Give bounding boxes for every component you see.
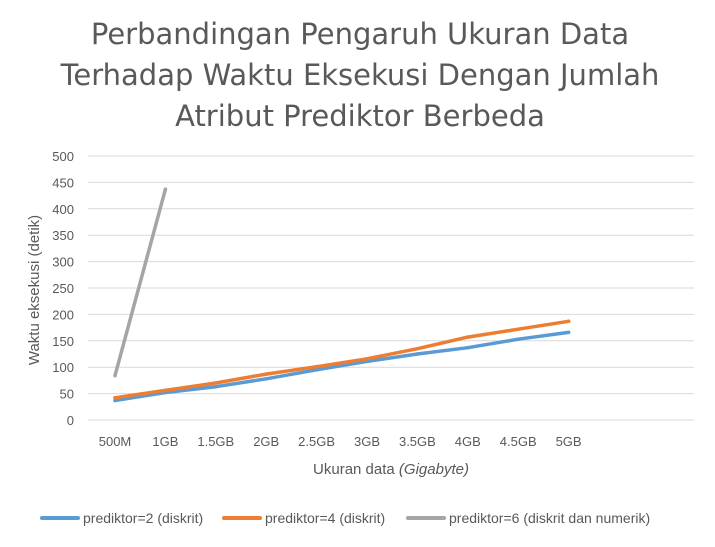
y-tick-label: 150 [52, 334, 74, 349]
x-tick-label: 2GB [253, 434, 279, 449]
y-tick-label: 350 [52, 228, 74, 243]
y-tick-label: 200 [52, 307, 74, 322]
data-point-series-2 [415, 346, 420, 351]
x-axis-title-italic: (Gigabyte) [399, 461, 469, 478]
data-point-series-2 [314, 364, 319, 369]
y-tick-label: 50 [60, 387, 74, 402]
chart-title-line-1: Perbandingan Pengaruh Ukuran Data [90, 17, 630, 51]
y-tick-label: 250 [52, 281, 74, 296]
data-point-series-1 [264, 377, 268, 381]
data-point-series-1 [516, 337, 520, 341]
chart-title-line-2: Terhadap Waktu Eksekusi Dengan Jumlah [60, 58, 660, 92]
data-point-series-2 [566, 319, 571, 324]
data-point-series-1 [566, 330, 571, 335]
x-tick-label: 4.5GB [500, 434, 537, 449]
data-point-series-2 [264, 372, 268, 376]
data-point-series-1 [466, 345, 470, 350]
data-point-series-3 [113, 373, 117, 378]
y-tick-label: 500 [52, 149, 74, 164]
series-line-3 [113, 187, 168, 378]
data-point-series-2 [516, 327, 520, 331]
x-tick-label: 2.5GB [298, 434, 335, 449]
x-axis-title-main: Ukuran data [313, 461, 399, 478]
data-point-series-1 [214, 384, 218, 389]
data-point-series-2 [113, 396, 117, 400]
data-point-series-1 [314, 368, 319, 372]
x-tick-label: 4GB [455, 434, 481, 449]
y-tick-label: 300 [52, 255, 74, 270]
legend-label-3: prediktor=6 (diskrit dan numerik) [449, 510, 650, 526]
x-tick-label: 5GB [556, 434, 582, 449]
y-tick-label: 100 [52, 360, 74, 375]
legend-label-2: prediktor=4 (diskrit) [265, 510, 385, 526]
y-tick-label: 450 [52, 175, 74, 190]
series-line-2 [113, 319, 571, 400]
data-point-series-2 [466, 335, 470, 339]
legend-label-1: prediktor=2 (diskrit) [83, 510, 203, 526]
x-tick-label: 1.5GB [197, 434, 234, 449]
data-point-series-1 [113, 398, 117, 403]
data-point-series-2 [365, 357, 369, 361]
chart-title: Perbandingan Pengaruh Ukuran Data Terhad… [40, 14, 680, 137]
data-point-series-3 [163, 187, 168, 192]
data-point-series-2 [214, 381, 218, 385]
x-tick-label: 1GB [152, 434, 178, 449]
x-tick-label: 500M [99, 434, 132, 449]
y-tick-label: 0 [67, 413, 74, 428]
series-line-1 [113, 330, 571, 403]
data-point-series-2 [163, 388, 168, 393]
chart-title-line-3: Atribut Prediktor Berbeda [175, 99, 545, 133]
data-point-series-1 [415, 352, 420, 356]
x-tick-label: 3GB [354, 434, 380, 449]
x-tick-label: 3.5GB [399, 434, 436, 449]
x-axis-title: Ukuran data (Gigabyte) [313, 461, 469, 478]
y-tick-label: 400 [52, 202, 74, 217]
y-axis-title: Waktu eksekusi (detik) [26, 215, 43, 365]
